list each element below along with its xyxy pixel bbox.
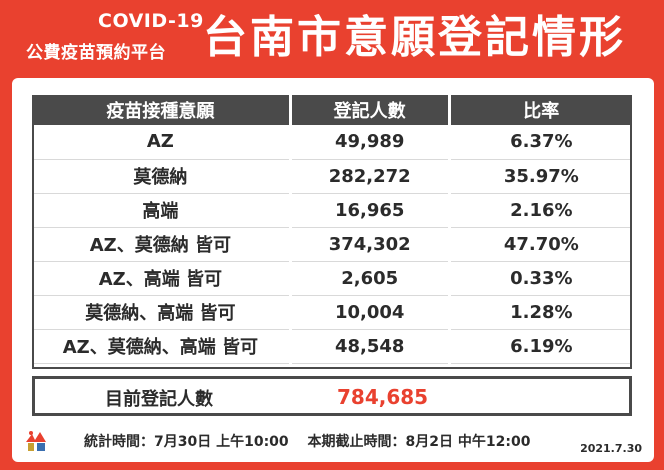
registration-table: 疫苗接種意願 登記人數 比率 AZ 49,989 6.37% 莫德納 282,2… [32, 95, 632, 364]
row-ratio: 6.37% [449, 125, 632, 160]
row-label: 莫德納、高端 皆可 [32, 295, 292, 330]
total-label: 目前登記人數 [105, 389, 213, 410]
column-header-preference: 疫苗接種意願 [32, 95, 292, 125]
registration-card: 疫苗接種意願 登記人數 比率 AZ 49,989 6.37% 莫德納 282,2… [12, 78, 654, 462]
row-label: AZ、莫德納、高端 皆可 [32, 329, 292, 364]
page-title: 台南市意願登記情形 [203, 12, 626, 63]
row-label: 高端 [32, 193, 292, 228]
table-row: 莫德納 282,272 35.97% [32, 159, 632, 194]
total-box: 目前登記人數 784,685 [32, 376, 632, 416]
row-count: 48,548 [290, 329, 451, 364]
row-ratio: 0.33% [449, 261, 632, 296]
row-count: 2,605 [290, 261, 451, 296]
row-count: 374,302 [290, 227, 451, 262]
row-ratio: 2.16% [449, 193, 632, 228]
row-label: AZ [32, 125, 292, 160]
row-ratio: 47.70% [449, 227, 632, 262]
footer-date: 2021.7.30 [580, 442, 642, 455]
table-border [32, 125, 632, 369]
table-row: AZ、莫德納 皆可 374,302 47.70% [32, 227, 632, 262]
brand-line1: COVID-19 [98, 10, 204, 32]
row-label: AZ、莫德納 皆可 [32, 227, 292, 262]
footer-note: 統計時間：7月30日 上午10:00 本期截止時間：8月2日 中午12:00 [84, 434, 531, 450]
table-row: AZ、高端 皆可 2,605 0.33% [32, 261, 632, 296]
brand-line2: 公費疫苗預約平台 [26, 43, 166, 63]
total-value: 784,685 [337, 385, 429, 409]
row-ratio: 6.19% [449, 329, 632, 364]
column-header-ratio: 比率 [449, 95, 632, 125]
table-header: 疫苗接種意願 登記人數 比率 [32, 95, 632, 125]
row-count: 16,965 [290, 193, 451, 228]
row-count: 282,272 [290, 159, 451, 194]
table-row: 莫德納、高端 皆可 10,004 1.28% [32, 295, 632, 330]
row-count: 49,989 [290, 125, 451, 160]
row-ratio: 1.28% [449, 295, 632, 330]
row-label: AZ、高端 皆可 [32, 261, 292, 296]
row-label: 莫德納 [32, 159, 292, 194]
tainan-city-logo-icon [26, 431, 46, 451]
table-row: AZ 49,989 6.37% [32, 125, 632, 160]
header: COVID-19 公費疫苗預約平台 台南市意願登記情形 [0, 0, 664, 76]
row-count: 10,004 [290, 295, 451, 330]
column-header-count: 登記人數 [290, 95, 451, 125]
table-row: 高端 16,965 2.16% [32, 193, 632, 228]
row-ratio: 35.97% [449, 159, 632, 194]
table-row: AZ、莫德納、高端 皆可 48,548 6.19% [32, 329, 632, 364]
